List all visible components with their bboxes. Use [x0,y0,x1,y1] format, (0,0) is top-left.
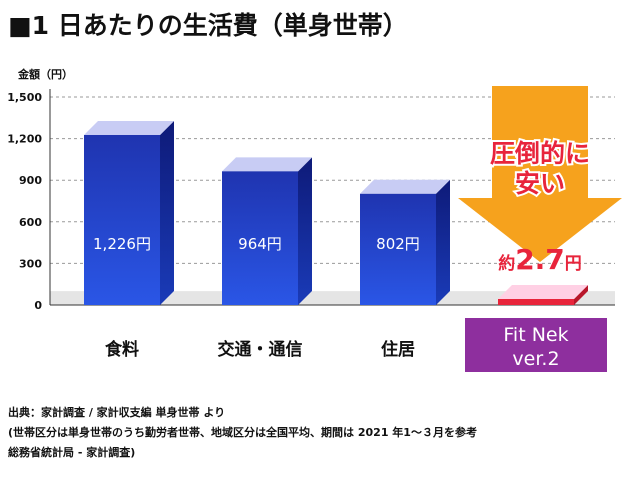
source-line-3: 総務省統計局 - 家計調査) [8,446,136,459]
bar-top [222,157,312,172]
product-label-box [465,318,607,372]
bar-value-label: 1,226円 [93,235,151,253]
bar [498,299,574,305]
page-title: ■1 日あたりの生活費（単身世帯） [8,11,408,40]
product-label-line-1: Fit Nek [503,324,568,346]
source-line-2: (世帯区分は単身世帯のうち勤労者世帯、地域区分は全国平均、期間は 2021 年1… [8,426,477,439]
bar [360,193,436,305]
bar-top [360,179,450,194]
baseline-band [50,291,615,305]
y-tick-label: 1,200 [7,133,42,146]
bar-side [436,179,450,305]
down-arrow-shape [458,86,622,262]
bar-chart: 1,500 1,200 900 600 300 0 1,226円 964円 802円 圧倒的に安い… [7,86,622,372]
bar-top [498,285,588,299]
bar-side [160,120,174,306]
y-tick-label: 600 [19,216,42,229]
y-tick-label: 1,500 [7,91,42,104]
x-category-label: 食料 [105,339,139,360]
bar-value-label: 964円 [238,235,282,253]
product-label-line-2: ver.2 [512,348,559,370]
arrow-text-line-2: 安い [515,169,565,198]
arrow-text-line-1: 圧倒的に [490,139,590,168]
bar-side [574,285,588,305]
bar [84,134,160,305]
y-axis-unit-label: 金額（円） [18,68,73,81]
x-category-label: 住居 [381,339,415,360]
y-tick-label: 300 [19,257,42,270]
bar-side [298,157,312,305]
y-tick-label: 0 [34,299,42,312]
x-category-label: 交通・通信 [218,339,303,360]
y-tick-label: 900 [19,174,42,187]
highlight-value-label: 約2.7円 [498,243,582,276]
source-line-1: 出典：家計調査 / 家計収支編 単身世帯 より [8,406,226,419]
bar [222,171,298,305]
bar-value-label: 802円 [376,235,420,253]
bar-top [84,120,174,135]
